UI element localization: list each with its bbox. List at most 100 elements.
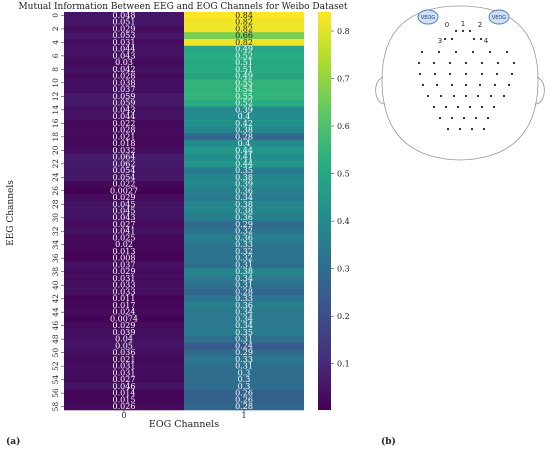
cell-value-label: 0.011 (113, 294, 136, 303)
cell-value-label: 0.029 (113, 267, 136, 276)
electrode-label-3: 3 (438, 37, 442, 45)
cell-value-label: 0.062 (113, 159, 136, 168)
cell-value-label: 0.82 (235, 18, 253, 27)
cell-value-label: 0.043 (113, 51, 136, 60)
cell-value-label: 0.041 (113, 227, 136, 236)
eeg-electrode-dot (448, 61, 452, 65)
heatmap-cell (184, 92, 304, 100)
electrode-layout-figure: VEOG VEOG 0 1 2 3 4 (375, 5, 545, 161)
heatmap-cell (64, 167, 184, 175)
heatmap-cell (64, 140, 184, 148)
y-tick-label: 22 (51, 159, 60, 169)
heatmap-cell (184, 180, 304, 188)
eeg-electrode-dot (471, 50, 475, 54)
eeg-electrode-dot (464, 83, 468, 87)
eeg-electrode-dot (470, 127, 474, 131)
heatmap-cell (64, 335, 184, 343)
cell-value-label: 0.051 (113, 18, 136, 27)
cell-value-label: 0.043 (113, 213, 136, 222)
heatmap-cell (64, 207, 184, 215)
heatmap-cell (184, 140, 304, 148)
cell-value-label: 0.33 (235, 355, 253, 364)
heatmap-cell (64, 396, 184, 404)
cell-value-label: 0.66 (235, 31, 253, 40)
eeg-electrode-dot (420, 50, 424, 54)
cell-value-label: 0.045 (113, 207, 136, 216)
x-tick-label: 0 (121, 411, 126, 420)
heatmap-cell (64, 389, 184, 397)
cell-value-label: 0.82 (235, 38, 253, 47)
y-tick-label: 2 (51, 26, 60, 31)
colorbar-tick-label: 0.8 (337, 27, 350, 36)
cell-value-label: 0.014 (113, 389, 136, 398)
cell-value-label: 0.04 (115, 335, 133, 344)
y-tick-label: 28 (51, 199, 60, 209)
cell-value-label: 0.032 (113, 146, 136, 155)
heatmap-cell (184, 248, 304, 256)
heatmap-cell (184, 241, 304, 249)
cell-value-label: 0.044 (113, 112, 136, 121)
cell-value-label: 0.036 (113, 348, 136, 357)
eeg-electrode-dot (482, 127, 486, 131)
cell-value-label: 0.32 (235, 254, 253, 263)
cell-value-label: 0.064 (113, 153, 136, 162)
y-tick-label: 24 (51, 172, 60, 182)
eeg-electrode-dot (437, 50, 441, 54)
eeg-electrode-dot (510, 72, 514, 76)
eeg-electrode-dot (502, 94, 506, 98)
heatmap-cells (64, 12, 304, 411)
chart-title: Mutual Information Between EEG and EOG C… (18, 2, 347, 12)
cell-value-label: 0.033 (113, 281, 136, 290)
cell-value-label: 0.28 (235, 132, 253, 141)
heatmap-cell (64, 349, 184, 357)
heatmap-cell (64, 376, 184, 384)
electrode-label-0: 0 (445, 21, 449, 29)
heatmap-cell (184, 207, 304, 215)
heatmap-cell (64, 254, 184, 262)
eeg-electrode-dot (464, 72, 468, 76)
heatmap-cell (184, 153, 304, 161)
cell-value-label: 0.037 (113, 260, 136, 269)
heatmap-cell (184, 106, 304, 114)
cell-value-label: 0.027 (113, 375, 136, 384)
colorbar-tick-label: 0.5 (337, 170, 350, 179)
heatmap-cell (184, 18, 304, 26)
heatmap-cell (184, 52, 304, 60)
heatmap-cell (184, 113, 304, 121)
heatmap-cell (184, 315, 304, 323)
veog-left-electrode (417, 9, 439, 25)
cell-value-label: 0.4 (238, 139, 251, 148)
heatmap-cell (64, 99, 184, 107)
eeg-electrode-dot (444, 105, 448, 109)
heatmap-cell (64, 329, 184, 337)
eeg-electrode-dot (448, 72, 452, 76)
eeg-electrode-dot (493, 83, 497, 87)
heatmap-cell (64, 12, 184, 20)
eeg-electrode-dot (478, 83, 482, 87)
electrode-label-1: 1 (461, 20, 465, 28)
heatmap-cell (184, 396, 304, 404)
cell-value-label: 0.39 (235, 105, 253, 114)
cell-value-label: 0.043 (113, 105, 136, 114)
heatmap-cell (184, 376, 304, 384)
heatmap-cell (64, 18, 184, 26)
heatmap-cell (64, 59, 184, 67)
heatmap-cell (184, 308, 304, 316)
cell-value-label: 0.02 (115, 240, 133, 249)
cell-value-label: 0.022 (113, 119, 136, 128)
heatmap-cell (64, 281, 184, 289)
cell-value-label: 0.027 (113, 220, 136, 229)
cell-value-label: 0.015 (113, 395, 136, 404)
eeg-electrode-dot (472, 37, 476, 41)
y-tick-label: 16 (51, 118, 60, 128)
cell-value-label: 0.26 (235, 395, 253, 404)
cell-value-label: 0.008 (113, 254, 136, 263)
cell-value-label: 0.4 (238, 112, 251, 121)
colorbar-tick-label: 0.6 (337, 122, 350, 131)
cell-value-label: 0.36 (235, 213, 253, 222)
heatmap-cell (184, 173, 304, 181)
cell-value-label: 0.031 (113, 274, 136, 283)
cell-value-label: 0.55 (235, 78, 253, 87)
veog-right-label: VEOG (492, 15, 507, 21)
heatmap-cell (184, 295, 304, 303)
